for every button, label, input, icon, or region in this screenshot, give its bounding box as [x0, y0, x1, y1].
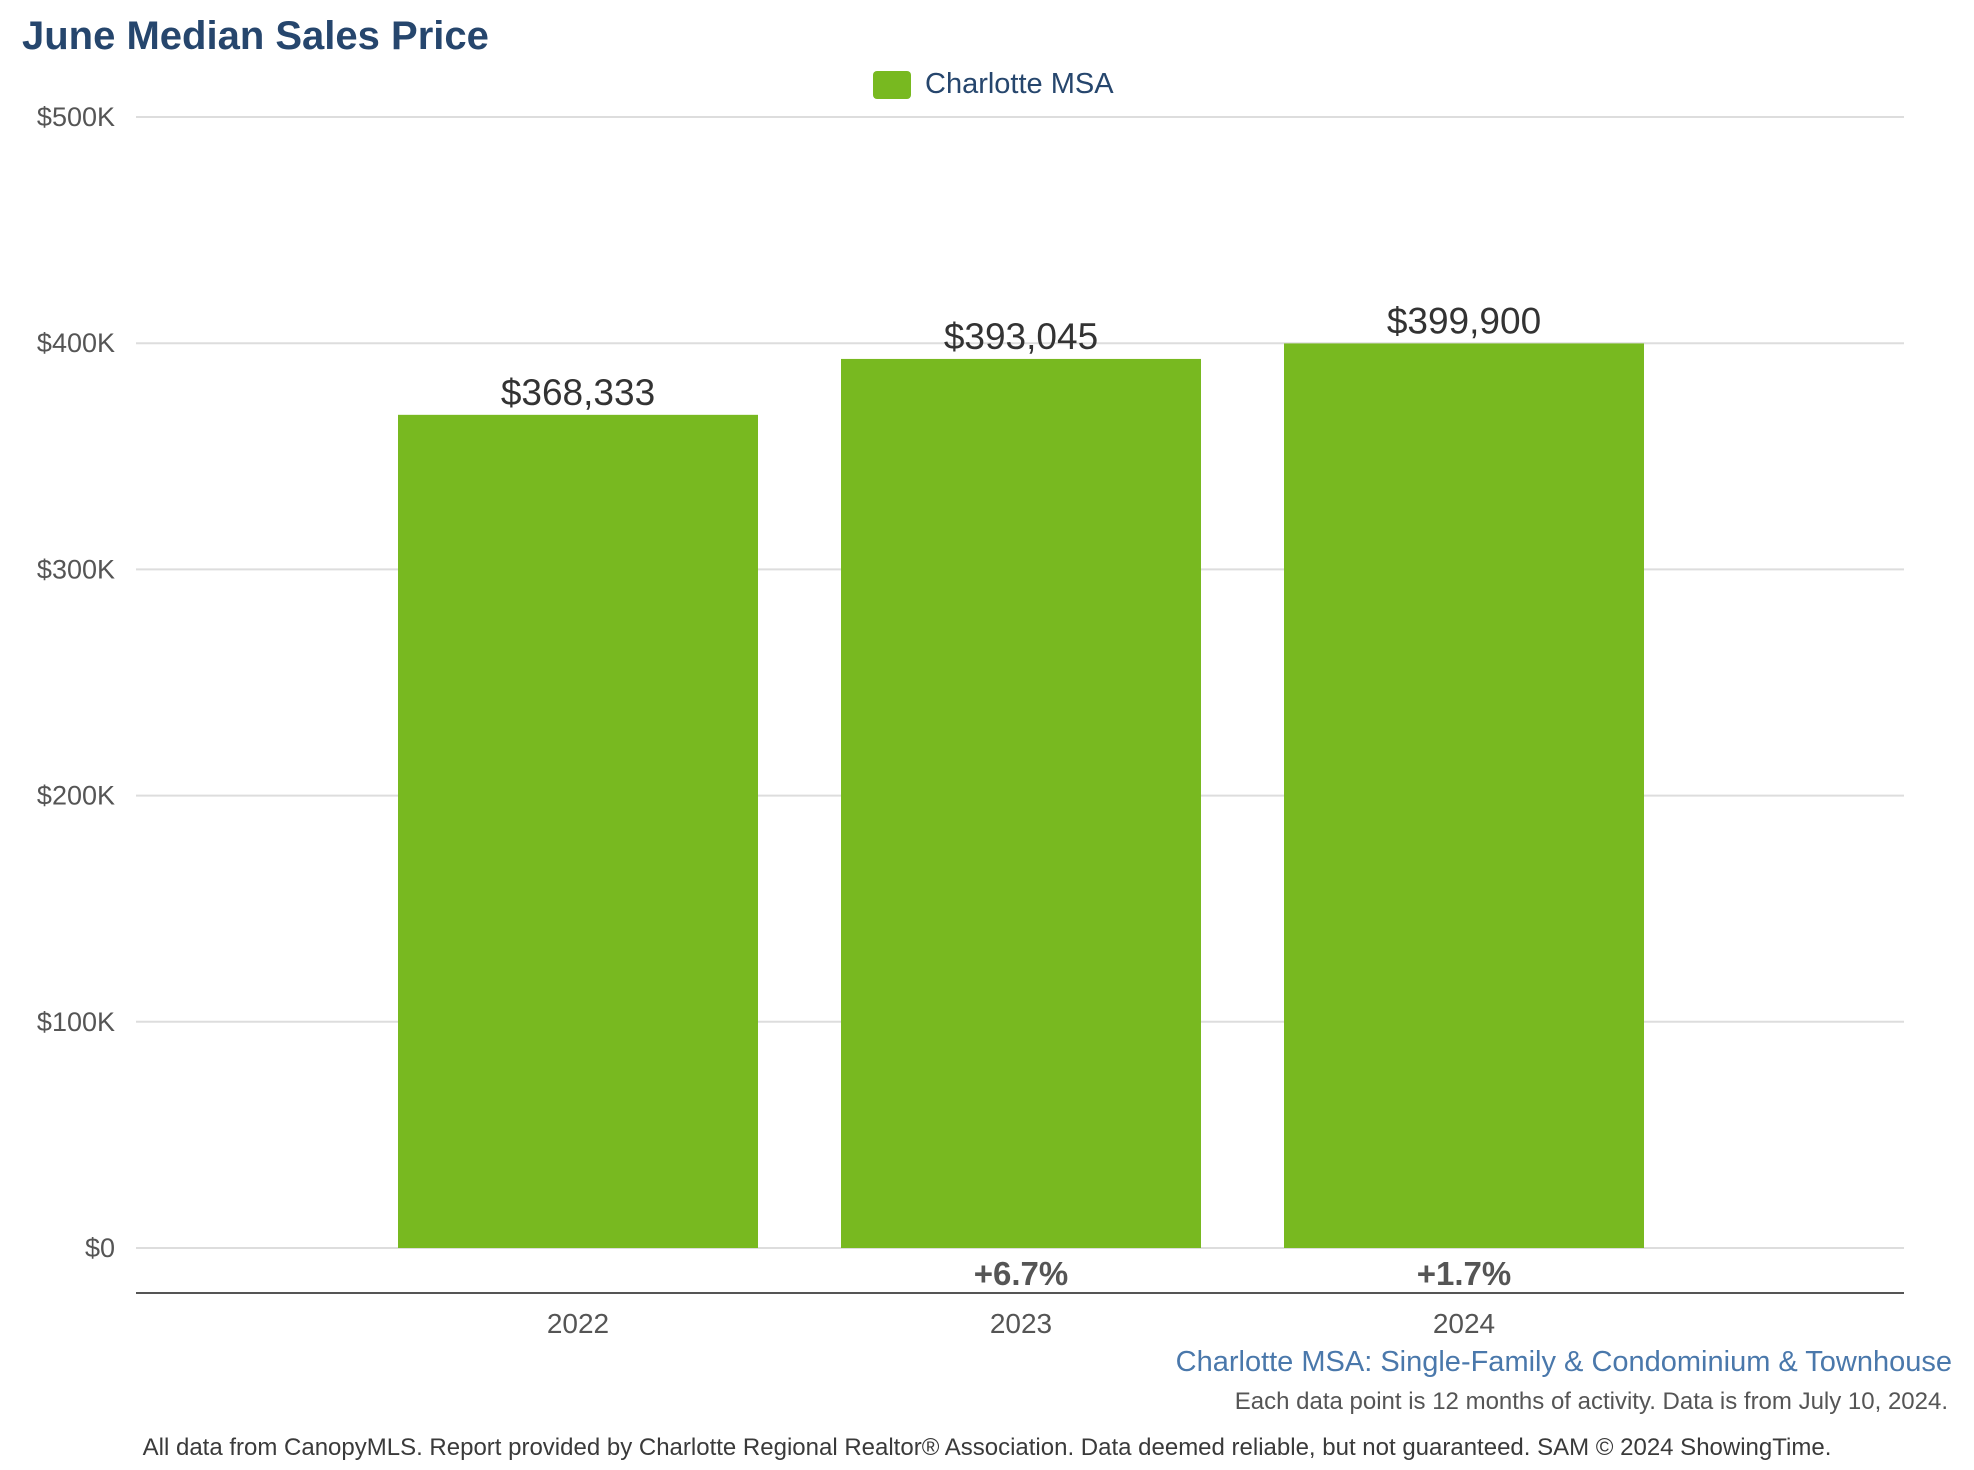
- y-tick-label: $500K: [37, 102, 115, 132]
- change-label: +6.7%: [974, 1255, 1069, 1292]
- bar: [841, 358, 1201, 1248]
- change-label: +1.7%: [1417, 1255, 1512, 1292]
- x-tick-label: 2023: [990, 1308, 1052, 1339]
- legend[interactable]: Charlotte MSA: [873, 68, 1114, 101]
- bar-value-label: $368,333: [501, 372, 655, 413]
- legend-swatch: [873, 70, 911, 99]
- bar-value-label: $399,900: [1387, 300, 1541, 341]
- y-tick-label: $0: [85, 1233, 115, 1263]
- x-tick-label: 2022: [547, 1308, 609, 1339]
- chart-subtitle: Charlotte MSA: Single-Family & Condomini…: [1175, 1346, 1952, 1378]
- y-tick-label: $300K: [37, 554, 115, 584]
- y-tick-label: $100K: [37, 1007, 115, 1037]
- x-tick-label: 2024: [1433, 1308, 1495, 1339]
- bar: [1284, 343, 1644, 1248]
- chart-title: June Median Sales Price: [22, 14, 489, 58]
- bar-chart-plot: $0 $100K $200K $300K $400K $500K $368,333 2022 $…: [37, 102, 1904, 1339]
- bar: [398, 414, 758, 1248]
- y-tick-label: $400K: [37, 328, 115, 358]
- legend-label: Charlotte MSA: [925, 68, 1114, 100]
- footer-disclaimer: All data from CanopyMLS. Report provided…: [142, 1434, 1832, 1461]
- y-tick-label: $200K: [37, 781, 115, 811]
- bar-value-label: $393,045: [944, 316, 1098, 357]
- data-note: Each data point is 12 months of activity…: [1234, 1388, 1948, 1415]
